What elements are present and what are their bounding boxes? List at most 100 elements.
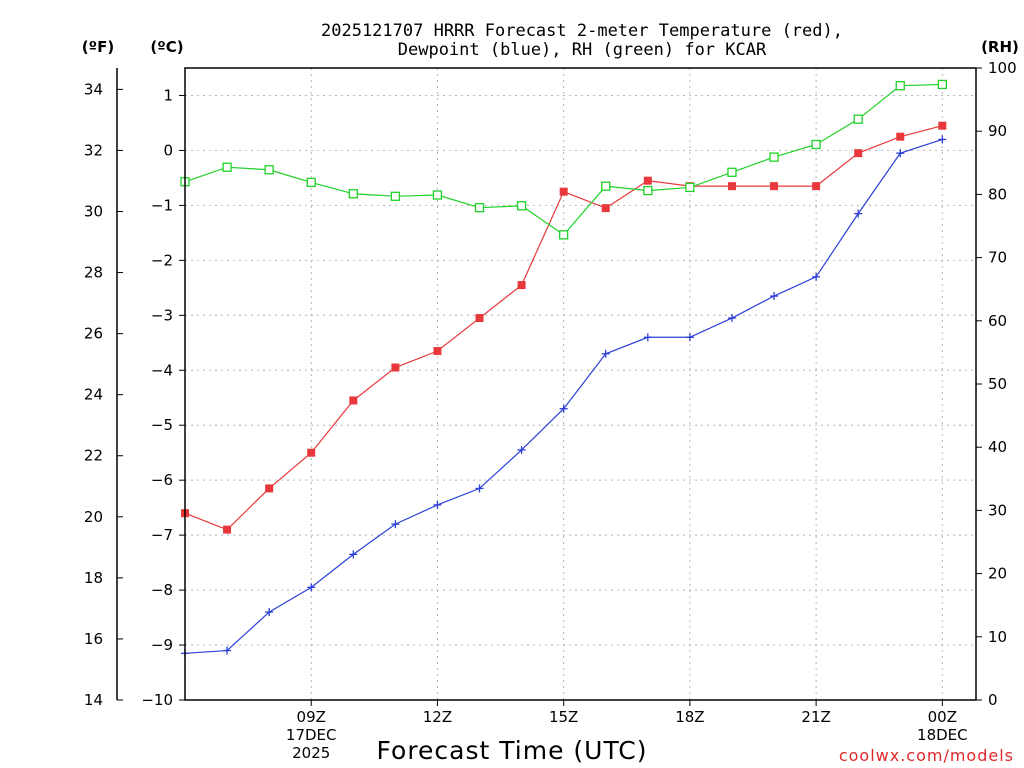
rh-point xyxy=(601,181,611,191)
dewpoint-point xyxy=(727,314,736,323)
temperature-point xyxy=(349,396,358,405)
rh-tick-label: 90 xyxy=(988,122,1007,140)
rh-point xyxy=(811,139,821,150)
fahrenheit-tick-label: 22 xyxy=(84,447,103,465)
temperature-point xyxy=(643,176,652,185)
celsius-tick-label: −4 xyxy=(151,361,173,379)
dewpoint-point xyxy=(559,404,568,413)
x-tick-label: 09Z xyxy=(297,708,326,726)
dewpoint-point xyxy=(265,608,274,617)
fahrenheit-unit-label: (ºF) xyxy=(82,38,114,56)
temperature-point xyxy=(812,182,821,191)
rh-tick-label: 0 xyxy=(988,691,998,709)
dewpoint-point xyxy=(896,149,905,158)
temperature-point xyxy=(265,484,274,493)
fahrenheit-tick-label: 16 xyxy=(84,630,103,648)
rh-tick-label: 60 xyxy=(988,312,1007,330)
celsius-tick-label: −6 xyxy=(151,471,173,489)
dewpoint-point xyxy=(391,520,400,529)
fahrenheit-tick-label: 26 xyxy=(84,325,103,343)
rh-point xyxy=(937,79,947,90)
celsius-unit-label: (ºC) xyxy=(150,38,183,56)
grid-layer xyxy=(185,68,976,701)
dewpoint-point xyxy=(643,333,652,342)
x-tick-label: 12Z xyxy=(423,708,452,726)
dewpoint-line xyxy=(184,138,943,654)
celsius-tick-label: 0 xyxy=(163,141,173,159)
celsius-tick-label: −9 xyxy=(151,636,173,654)
x-axis-label: Forecast Time (UTC) xyxy=(377,736,648,765)
celsius-tick-label: −7 xyxy=(151,526,173,544)
fahrenheit-tick-label: 34 xyxy=(84,80,103,98)
rh-tick-label: 100 xyxy=(988,59,1017,77)
temperature-point xyxy=(727,182,736,191)
rh-tick-label: 80 xyxy=(988,185,1007,203)
temperature-point xyxy=(307,448,316,457)
temperature-point xyxy=(223,525,232,534)
rh-unit-label: (RH) xyxy=(981,38,1019,56)
rh-tick-label: 50 xyxy=(988,375,1007,393)
dewpoint-point xyxy=(433,500,442,509)
dewpoint-point xyxy=(938,135,947,144)
dewpoint-point xyxy=(812,272,821,281)
chart-title-line2: Dewpoint (blue), RH (green) for KCAR xyxy=(398,40,767,60)
celsius-tick-label: 1 xyxy=(163,86,173,104)
rh-point xyxy=(559,230,569,240)
temperature-point xyxy=(433,347,442,356)
temperature-point xyxy=(475,314,484,323)
chart-title-line1: 2025121707 HRRR Forecast 2-meter Tempera… xyxy=(321,21,843,41)
rh-tick-label: 20 xyxy=(988,565,1007,583)
celsius-tick-label: −8 xyxy=(151,581,173,599)
credit-label: coolwx.com/models xyxy=(839,746,1014,765)
rh-tick-label: 40 xyxy=(988,438,1007,456)
celsius-tick-label: −2 xyxy=(151,251,173,269)
series-layer xyxy=(180,79,947,658)
dewpoint-point xyxy=(770,292,779,301)
rh-point xyxy=(432,190,443,200)
celsius-tick-label: −3 xyxy=(151,306,173,324)
fahrenheit-tick-label: 14 xyxy=(84,691,103,709)
rh-tick-label: 70 xyxy=(988,249,1007,267)
temperature-point xyxy=(559,187,568,196)
celsius-tick-label: −10 xyxy=(141,691,173,709)
rh-point xyxy=(264,165,274,175)
x-tick-label: 00Z xyxy=(928,708,957,726)
dewpoint-point xyxy=(307,583,316,592)
rh-point xyxy=(306,177,316,188)
rh-point xyxy=(474,203,485,213)
dewpoint-point xyxy=(223,646,232,655)
fahrenheit-tick-label: 30 xyxy=(84,202,103,220)
plot-frame xyxy=(184,67,977,701)
rh-tick-label: 30 xyxy=(988,501,1007,519)
fahrenheit-tick-label: 28 xyxy=(84,264,103,282)
temperature-point xyxy=(770,182,779,191)
x-tick-label: 15Z xyxy=(549,708,578,726)
rh-point xyxy=(685,182,695,193)
celsius-tick-label: −5 xyxy=(151,416,173,434)
rh-point xyxy=(348,189,358,199)
rh-point xyxy=(769,152,779,162)
rh-point xyxy=(853,114,863,124)
fahrenheit-tick-label: 24 xyxy=(84,386,103,404)
fahrenheit-tick-label: 20 xyxy=(84,508,103,526)
dewpoint-point xyxy=(854,209,863,218)
dewpoint-point xyxy=(685,333,694,342)
rh-tick-label: 10 xyxy=(988,628,1007,646)
dewpoint-point xyxy=(601,349,610,358)
rh-point xyxy=(727,167,737,177)
fahrenheit-tick-label: 32 xyxy=(84,141,103,159)
temperature-point xyxy=(601,204,610,213)
x-tick-label: 18DEC xyxy=(917,726,968,744)
temperature-point xyxy=(896,132,905,141)
temperature-point xyxy=(517,281,526,290)
x-tick-label: 21Z xyxy=(801,708,830,726)
rh-point xyxy=(390,191,401,201)
x-tick-label: 18Z xyxy=(675,708,704,726)
dewpoint-point xyxy=(517,445,526,454)
fahrenheit-tick-label: 18 xyxy=(84,569,103,587)
temperature-point xyxy=(391,363,400,372)
rh-point xyxy=(516,201,527,211)
temperature-point xyxy=(938,121,947,130)
x-tick-label: 17DEC xyxy=(286,726,337,744)
